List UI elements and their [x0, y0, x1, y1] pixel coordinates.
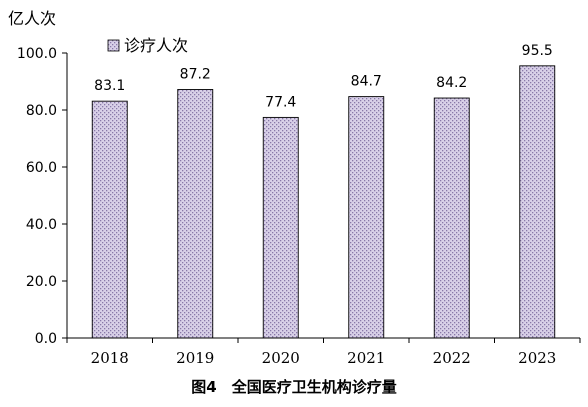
bar-2021: [348, 96, 385, 339]
y-tick-label: 80.0: [26, 103, 57, 119]
x-tick-label-2023: 2023: [518, 349, 556, 367]
bars: [91, 65, 556, 339]
y-tick-label: 20.0: [26, 274, 57, 290]
legend: 诊疗人次: [107, 36, 188, 55]
bar-2018: [91, 100, 128, 339]
bar-2023: [519, 65, 556, 339]
y-tick-label: 40.0: [26, 217, 57, 233]
legend-swatch: [107, 39, 120, 52]
data-label-2019: 87.2: [180, 66, 211, 82]
bar-2022: [433, 97, 470, 339]
y-tick-label: 60.0: [26, 160, 57, 176]
x-tick-label-2019: 2019: [176, 349, 214, 367]
x-tick-label-2021: 2021: [347, 349, 385, 367]
y-tick-label: 100.0: [17, 46, 57, 62]
data-label-2021: 84.7: [351, 74, 382, 90]
data-label-2023: 95.5: [522, 43, 553, 59]
y-axis-label: 亿人次: [8, 9, 56, 28]
bar-2020: [262, 116, 299, 339]
x-tick-label-2020: 2020: [262, 349, 300, 367]
bar-2019: [177, 89, 214, 339]
data-label-2022: 84.2: [436, 75, 467, 91]
y-tick-label: 0.0: [35, 331, 57, 347]
data-label-2020: 77.4: [265, 94, 296, 110]
legend-label: 诊疗人次: [124, 36, 188, 55]
data-labels: 83.1 87.2 77.4 84.7 84.2 95.5: [94, 43, 553, 111]
data-label-2018: 83.1: [94, 78, 125, 94]
x-tick-label-2018: 2018: [91, 349, 129, 367]
x-tick-label-2022: 2022: [433, 349, 471, 367]
x-axis: 2018 2019 2020 2021 2022 2023: [66, 338, 581, 367]
y-axis: 0.0 20.0 40.0 60.0 80.0 100.0: [17, 46, 67, 347]
figure-caption: 图4 全国医疗卫生机构诊疗量: [191, 378, 396, 396]
